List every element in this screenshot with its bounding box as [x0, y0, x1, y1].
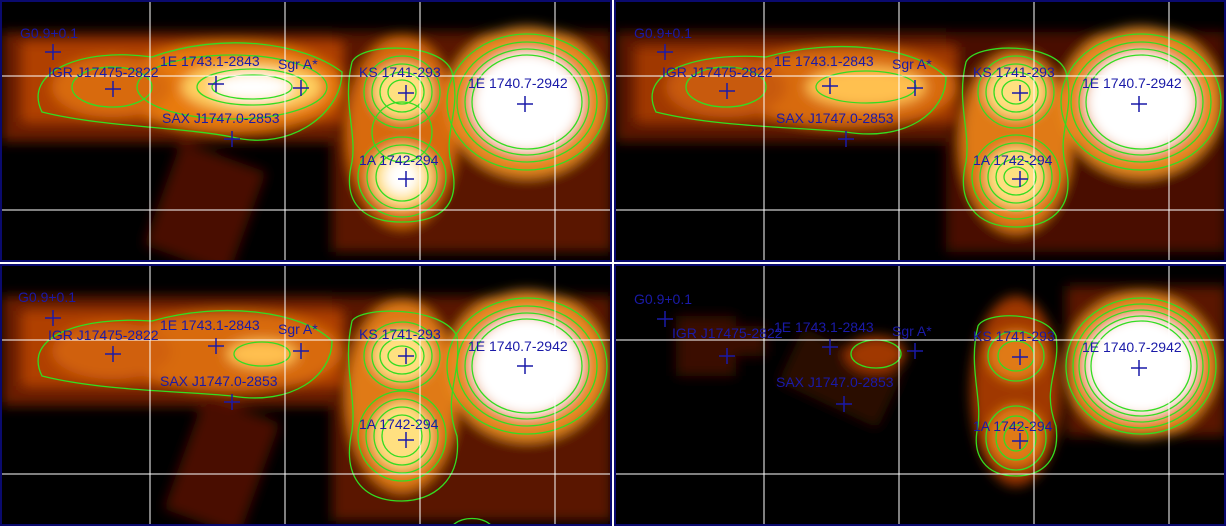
source-markers [45, 44, 533, 187]
label-ks: KS 1741-293 [359, 64, 441, 80]
coordinate-grid [2, 2, 610, 260]
cross-icon [1131, 96, 1147, 112]
cross-icon [45, 44, 61, 60]
cross-icon [907, 80, 923, 96]
cross-icon [836, 396, 852, 412]
coordinate-grid [2, 266, 610, 524]
cross-icon [105, 81, 121, 97]
label-1a: 1A 1742-294 [359, 152, 439, 168]
label-1e1740: 1E 1740.7-2942 [1082, 339, 1182, 355]
label-sax: SAX J1747.0-2853 [160, 373, 278, 389]
cross-icon [838, 131, 854, 147]
label-sgra: Sgr A* [892, 323, 932, 339]
label-g09: G0.9+0.1 [20, 25, 78, 41]
cross-icon [1012, 433, 1028, 449]
cross-icon [822, 339, 838, 355]
contours [37, 33, 608, 223]
label-sax: SAX J1747.0-2853 [162, 110, 280, 126]
cross-icon [293, 343, 309, 359]
source-labels: G0.9+0.1 IGR J17475-2822 1E 1743.1-2843 … [18, 289, 568, 432]
cross-icon [719, 348, 735, 364]
label-sax: SAX J1747.0-2853 [776, 110, 894, 126]
label-g09: G0.9+0.1 [634, 25, 692, 41]
label-1e1740: 1E 1740.7-2942 [468, 338, 568, 354]
label-1a: 1A 1742-294 [359, 416, 439, 432]
cross-icon [224, 131, 240, 147]
coordinate-grid [616, 266, 1224, 524]
cross-icon [208, 76, 224, 92]
label-igr: IGR J17475-2822 [48, 64, 159, 80]
source-markers [45, 310, 533, 448]
image-panel-bottom-left: G0.9+0.1 IGR J17475-2822 1E 1743.1-2843 … [0, 264, 612, 526]
label-1e1743: 1E 1743.1-2843 [774, 53, 874, 69]
label-ks: KS 1741-293 [973, 64, 1055, 80]
cross-icon [907, 343, 923, 359]
cross-icon [822, 78, 838, 94]
cross-icon [398, 432, 414, 448]
xray-image: G0.9+0.1 IGR J17475-2822 1E 1743.1-2843 … [616, 266, 1224, 524]
label-igr: IGR J17475-2822 [672, 325, 783, 341]
cross-icon [719, 83, 735, 99]
cross-icon [224, 394, 240, 410]
cross-icon [398, 171, 414, 187]
coordinate-grid [616, 2, 1224, 260]
xray-image: G0.9+0.1 IGR J17475-2822 1E 1743.1-2843 … [2, 2, 610, 260]
label-ks: KS 1741-293 [359, 326, 441, 342]
cross-icon [398, 85, 414, 101]
source-markers [657, 311, 1147, 449]
image-panel-top-right: G0.9+0.1 IGR J17475-2822 1E 1743.1-2843 … [614, 0, 1226, 262]
label-1e1743: 1E 1743.1-2843 [160, 317, 260, 333]
cross-icon [105, 346, 121, 362]
cross-icon [517, 96, 533, 112]
label-igr: IGR J17475-2822 [662, 64, 773, 80]
cross-icon [657, 44, 673, 60]
label-sgra: Sgr A* [892, 56, 932, 72]
label-1e1740: 1E 1740.7-2942 [468, 75, 568, 91]
label-1e1743: 1E 1743.1-2843 [160, 53, 260, 69]
label-1a: 1A 1742-294 [973, 152, 1053, 168]
cross-icon [1012, 85, 1028, 101]
image-panel-bottom-right: G0.9+0.1 IGR J17475-2822 1E 1743.1-2843 … [614, 264, 1226, 526]
cross-icon [45, 310, 61, 326]
source-markers [657, 44, 1147, 187]
xray-image: G0.9+0.1 IGR J17475-2822 1E 1743.1-2843 … [2, 266, 610, 524]
cross-icon [1012, 349, 1028, 365]
label-igr: IGR J17475-2822 [48, 327, 159, 343]
label-sgra: Sgr A* [278, 321, 318, 337]
cross-icon [1012, 171, 1028, 187]
label-1a: 1A 1742-294 [973, 418, 1053, 434]
contours [850, 297, 1217, 477]
label-1e1740: 1E 1740.7-2942 [1082, 75, 1182, 91]
source-labels: G0.9+0.1 IGR J17475-2822 1E 1743.1-2843 … [634, 25, 1182, 168]
label-g09: G0.9+0.1 [18, 289, 76, 305]
source-labels: G0.9+0.1 IGR J17475-2822 1E 1743.1-2843 … [20, 25, 568, 168]
xray-image: G0.9+0.1 IGR J17475-2822 1E 1743.1-2843 … [616, 2, 1224, 260]
cross-icon [208, 338, 224, 354]
cross-icon [1131, 360, 1147, 376]
contours [651, 33, 1222, 228]
cross-icon [517, 358, 533, 374]
label-ks: KS 1741-293 [973, 328, 1055, 344]
image-panel-top-left: G0.9+0.1 IGR J17475-2822 1E 1743.1-2843 … [0, 0, 612, 262]
source-labels: G0.9+0.1 IGR J17475-2822 1E 1743.1-2843 … [634, 291, 1182, 434]
cross-icon [657, 311, 673, 327]
label-sgra: Sgr A* [278, 56, 318, 72]
cross-icon [293, 80, 309, 96]
label-g09: G0.9+0.1 [634, 291, 692, 307]
contours [37, 297, 608, 524]
label-1e1743: 1E 1743.1-2843 [774, 319, 874, 335]
label-sax: SAX J1747.0-2853 [776, 374, 894, 390]
cross-icon [398, 348, 414, 364]
